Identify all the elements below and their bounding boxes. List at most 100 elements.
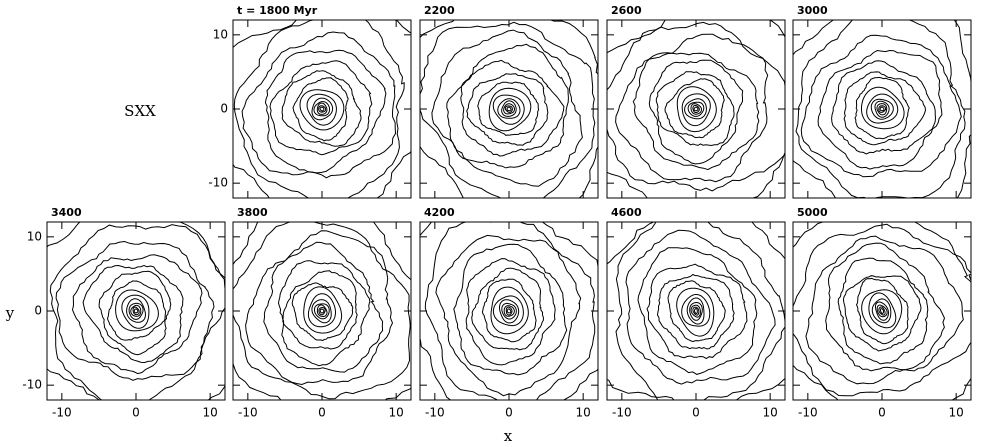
contour <box>319 106 325 112</box>
contour <box>676 86 717 133</box>
contour <box>245 230 394 386</box>
contour <box>492 94 525 125</box>
contours <box>47 222 225 400</box>
contour <box>488 87 532 132</box>
y-tick-label: 0 <box>34 304 42 318</box>
x-tick-label: -10 <box>612 406 632 420</box>
contour <box>667 280 726 343</box>
contour <box>318 105 327 113</box>
panel-frame <box>606 19 786 199</box>
x-tick-label: -10 <box>52 406 72 420</box>
contour <box>292 77 349 142</box>
contour <box>133 308 139 314</box>
contour <box>871 298 892 324</box>
contour <box>291 282 354 342</box>
contour <box>130 304 142 317</box>
x-tick-label: 10 <box>949 406 964 420</box>
contour <box>311 299 332 324</box>
contour <box>805 235 964 385</box>
contour <box>878 105 887 113</box>
contour <box>106 280 167 341</box>
y-tick-label: 0 <box>220 102 228 116</box>
contour <box>263 241 384 373</box>
contour <box>121 294 150 329</box>
contour <box>82 264 184 364</box>
contour <box>615 33 769 183</box>
panel: t = 1800 Myr -10 0 10 <box>208 4 412 199</box>
x-tick-label: -10 <box>238 406 258 420</box>
contour <box>307 293 336 328</box>
contour <box>501 302 517 320</box>
contour <box>233 222 411 400</box>
contour <box>49 224 225 400</box>
contour <box>690 103 702 115</box>
y-tick-label: -10 <box>22 378 42 392</box>
contour <box>499 299 520 324</box>
contour <box>656 273 735 350</box>
contour <box>681 93 711 127</box>
contour <box>481 278 537 343</box>
contour <box>316 102 328 115</box>
contour <box>233 20 405 198</box>
model-label: SXX <box>124 102 156 120</box>
x-tick-label: 0 <box>505 406 513 420</box>
contour <box>875 301 889 321</box>
panel: 3800 -10 0 10 <box>232 206 412 420</box>
contours <box>793 222 971 400</box>
panel-title: 3800 <box>237 206 268 219</box>
contour <box>866 93 899 124</box>
contour <box>793 222 971 400</box>
contour <box>503 103 515 115</box>
contour <box>607 222 785 400</box>
contour <box>277 260 371 367</box>
panel-title: 5000 <box>797 206 828 219</box>
contour <box>879 106 885 112</box>
contour <box>876 304 888 318</box>
contour <box>646 263 748 360</box>
contour <box>313 303 330 320</box>
contour <box>800 34 962 178</box>
contour <box>471 267 544 351</box>
contour <box>306 93 337 126</box>
contour <box>855 277 909 345</box>
contour <box>241 31 397 179</box>
panel: 3400 -10 0 10 -10 0 10 <box>22 206 226 420</box>
contour <box>692 104 700 114</box>
contour <box>793 223 971 397</box>
contour <box>632 52 760 171</box>
contour <box>319 308 325 314</box>
contour <box>817 49 943 170</box>
contour <box>497 98 521 119</box>
panel: 4200 -10 0 10 <box>419 206 599 420</box>
x-tick-label: 0 <box>318 406 326 420</box>
contour <box>637 247 758 375</box>
panel-title: 3000 <box>797 4 828 17</box>
contour <box>477 81 540 136</box>
contour <box>506 308 512 314</box>
contour <box>664 78 725 139</box>
contour <box>876 103 888 116</box>
contour <box>854 76 910 140</box>
contour <box>842 275 922 352</box>
contour <box>318 307 326 316</box>
contour <box>453 243 568 376</box>
contour <box>615 222 785 400</box>
contour <box>879 308 884 315</box>
contour <box>870 98 894 120</box>
contour <box>466 73 549 146</box>
contour <box>316 304 328 317</box>
contour <box>676 287 715 337</box>
contour <box>492 295 524 327</box>
contour <box>843 71 927 146</box>
x-tick-label: -10 <box>425 406 445 420</box>
panel: 4600 -10 0 10 <box>606 206 786 420</box>
contour <box>55 240 215 381</box>
contour <box>693 106 699 112</box>
panel-title: 3400 <box>51 206 82 219</box>
contour <box>655 71 735 147</box>
contour <box>420 20 598 198</box>
contour <box>868 292 897 329</box>
panel: 2200 <box>419 4 599 199</box>
contour <box>506 106 512 112</box>
panel-title: t = 1800 Myr <box>237 4 318 17</box>
